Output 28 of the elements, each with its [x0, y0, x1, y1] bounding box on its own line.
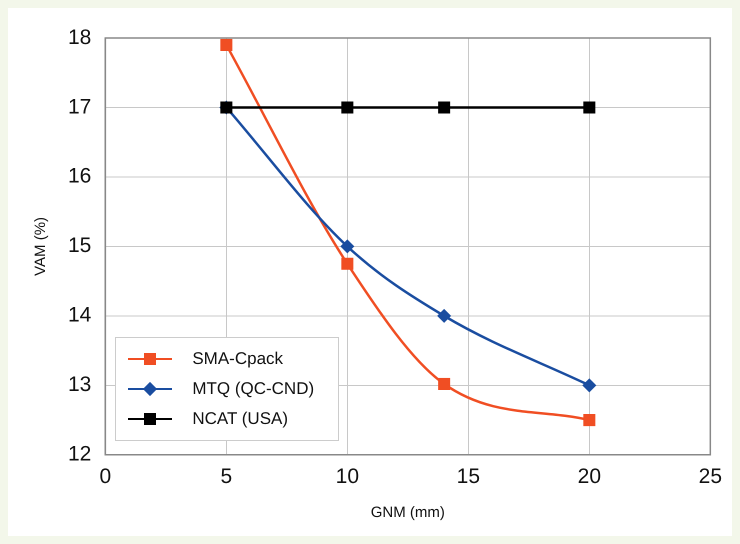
y-tick-label: 16	[68, 164, 92, 188]
legend-label: NCAT (USA)	[192, 408, 288, 430]
x-tick-label: 5	[220, 465, 232, 488]
point	[582, 378, 596, 392]
x-tick-label: 25	[698, 465, 722, 488]
x-tick-label: 0	[100, 465, 112, 488]
point	[341, 101, 354, 114]
y-tick-label: 17	[68, 95, 92, 118]
x-axis-title: GNM (mm)	[370, 504, 445, 522]
legend-label: SMA-Cpack	[192, 348, 284, 370]
y-tick-label: 12	[68, 442, 92, 466]
y-tick-label: 14	[68, 304, 92, 327]
y-tick-label: 13	[68, 373, 92, 396]
point	[437, 308, 452, 323]
point	[220, 38, 232, 51]
point	[583, 414, 596, 426]
y-tick-label: 15	[68, 234, 92, 258]
x-tick-label: 10	[336, 465, 360, 488]
point	[341, 258, 354, 270]
x-tick-label: 20	[578, 465, 602, 488]
y-axis-title: VAM (%)	[32, 216, 50, 276]
point	[438, 101, 450, 114]
point	[438, 378, 450, 390]
y-tick-label: 18	[68, 26, 92, 49]
point	[340, 239, 354, 254]
legend-label: MTQ (QC-CND)	[192, 378, 314, 400]
x-tick-label: 15	[456, 465, 480, 488]
point	[583, 101, 596, 114]
